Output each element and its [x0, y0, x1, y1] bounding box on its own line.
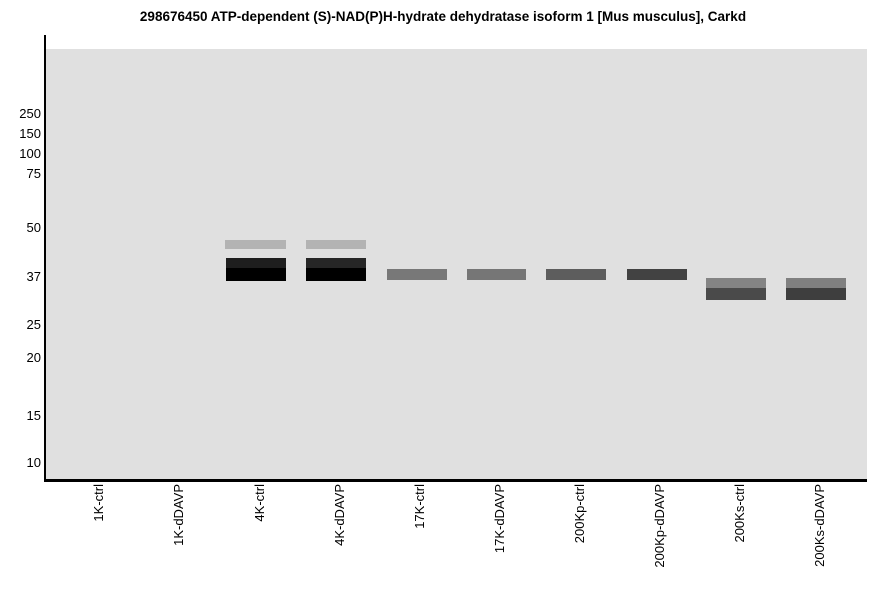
- y-tick-label: 15: [26, 408, 41, 423]
- x-axis-line: [44, 479, 867, 482]
- y-tick-label: 75: [26, 166, 41, 181]
- y-tick-label: 150: [19, 126, 41, 141]
- lane-label: 4K-ctrl: [252, 484, 267, 522]
- plot-area: [46, 49, 867, 480]
- y-tick-label: 37: [26, 269, 41, 284]
- y-tick-label: 10: [26, 455, 41, 470]
- lane-label: 17K-dDAVP: [492, 484, 507, 554]
- gel-band: [306, 240, 366, 249]
- lane-label: 200Ks-ctrl: [732, 484, 747, 543]
- gel-band: [786, 288, 846, 300]
- gel-band: [546, 269, 606, 280]
- gel-band: [387, 269, 447, 280]
- y-axis-labels: 250 150 100 75 50 37 25 20 15 10: [0, 0, 41, 595]
- gel-band: [306, 258, 366, 268]
- chart-title: 298676450 ATP-dependent (S)-NAD(P)H-hydr…: [139, 9, 747, 24]
- gel-band: [706, 278, 766, 288]
- gel-band: [627, 269, 687, 280]
- lane-label: 4K-dDAVP: [332, 484, 347, 546]
- y-tick-label: 25: [26, 317, 41, 332]
- gel-band: [467, 269, 526, 280]
- lane-label: 17K-ctrl: [412, 484, 427, 529]
- y-tick-label: 250: [19, 106, 41, 121]
- lane-label: 200Kp-ctrl: [572, 484, 587, 544]
- gel-band: [786, 278, 846, 288]
- y-tick-label: 50: [26, 220, 41, 235]
- y-axis-line: [44, 35, 46, 482]
- lane-label: 200Ks-dDAVP: [812, 484, 827, 567]
- lane-label: 1K-dDAVP: [171, 484, 186, 546]
- lane-label: 1K-ctrl: [91, 484, 106, 522]
- gel-band: [706, 288, 766, 300]
- y-tick-label: 20: [26, 350, 41, 365]
- gel-band: [225, 240, 286, 249]
- gel-band: [226, 258, 286, 268]
- lane-label: 200Kp-dDAVP: [652, 484, 667, 568]
- y-tick-label: 100: [19, 146, 41, 161]
- gel-band: [226, 268, 286, 281]
- gel-band: [306, 268, 366, 281]
